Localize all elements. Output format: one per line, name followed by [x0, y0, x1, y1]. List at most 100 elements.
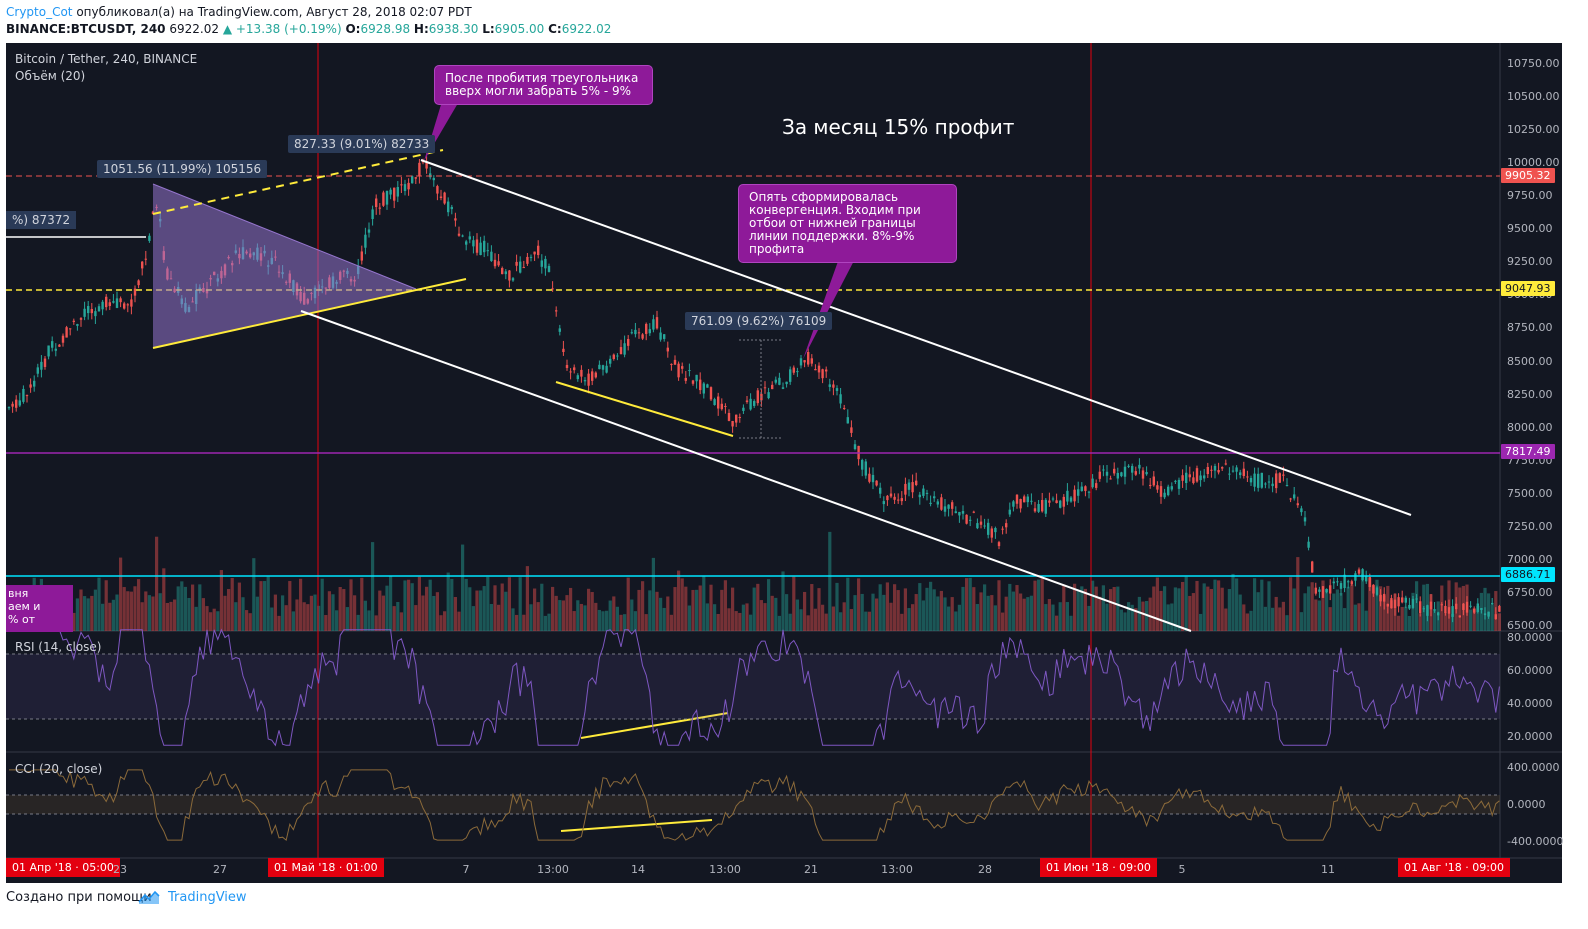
candle-body: [688, 370, 691, 372]
cci-divergence-line[interactable]: [560, 819, 713, 832]
volume-bar: [79, 589, 83, 631]
price-axis-label: 9250.00: [1507, 255, 1553, 269]
tradingview-link[interactable]: TradingView: [168, 890, 247, 905]
volume-bar: [1397, 615, 1401, 631]
volume-bar: [169, 601, 173, 631]
volume-bar: [842, 602, 846, 631]
volume-bar: [1368, 578, 1372, 631]
local-support-line[interactable]: [555, 381, 734, 437]
volume-bar: [1335, 589, 1339, 631]
volume-bar: [1458, 587, 1462, 631]
candle-body: [432, 178, 435, 181]
volume-bar: [410, 583, 414, 631]
volume-bar: [1274, 596, 1278, 631]
volume-bar: [821, 604, 825, 631]
volume-bar: [245, 610, 249, 631]
volume-bar: [468, 587, 472, 631]
candle-body: [1005, 523, 1008, 528]
channel-lower-line[interactable]: [300, 310, 1192, 632]
volume-bar: [626, 577, 630, 631]
volume-bar: [331, 594, 335, 631]
candle-body: [101, 301, 104, 310]
volume-bar: [158, 593, 162, 631]
candle-body: [61, 335, 65, 343]
triangle-pattern[interactable]: [153, 184, 416, 348]
volume-bar: [403, 580, 407, 631]
volume-bar: [687, 605, 691, 631]
volume-bar: [947, 606, 951, 631]
chart-canvas[interactable]: [6, 43, 1562, 883]
callout-convergence[interactable]: Опять сформировалась конвергенция. Входи…: [738, 184, 957, 263]
price-axis-label: 8000.00: [1507, 420, 1553, 434]
symbol-label[interactable]: BINANCE:BTCUSDT, 240: [6, 22, 166, 36]
volume-bar: [900, 613, 904, 631]
volume-bar: [1033, 580, 1037, 631]
volume-bar: [968, 577, 972, 631]
volume-bar: [1472, 608, 1476, 631]
measure-label-1[interactable]: 1051.56 (11.99%) 105156: [97, 160, 268, 178]
candle-body: [1217, 470, 1220, 473]
candle-body: [393, 187, 396, 201]
volume-bar: [799, 609, 803, 631]
volume-bar: [1105, 603, 1109, 631]
volume-bar: [1364, 610, 1368, 631]
volume-bar: [119, 557, 123, 631]
triangle-breakout-line[interactable]: [152, 149, 444, 215]
candle-body: [1336, 581, 1339, 583]
candle-body: [1393, 599, 1397, 609]
candle-body: [1145, 472, 1148, 475]
volume-legend[interactable]: Объём (20): [15, 69, 86, 83]
volume-bar: [817, 588, 821, 631]
candle-body: [943, 506, 947, 512]
candle-body: [979, 521, 983, 525]
monthly-profit-text[interactable]: За месяц 15% профит: [782, 115, 1015, 139]
channel-upper-line[interactable]: [420, 159, 1412, 516]
candle-body: [511, 278, 515, 281]
volume-bar: [605, 610, 609, 631]
cci-legend[interactable]: CCI (20, close): [15, 762, 103, 776]
measure-label-2[interactable]: 827.33 (9.01%) 82733: [288, 135, 436, 153]
volume-bar: [255, 596, 259, 631]
main-legend[interactable]: Bitcoin / Tether, 240, BINANCE: [15, 52, 198, 66]
volume-bar: [1285, 615, 1289, 631]
volume-bar: [846, 577, 850, 631]
candle-body: [555, 310, 558, 312]
candle-body: [803, 360, 806, 363]
candle-body: [465, 241, 468, 245]
volume-bar: [972, 587, 976, 631]
measure-label-left[interactable]: %) 87372: [6, 211, 77, 229]
candle-body: [616, 355, 619, 357]
candle-body: [655, 317, 659, 329]
rsi-divergence-line[interactable]: [580, 712, 729, 739]
candle-body: [148, 235, 151, 241]
chart-area[interactable]: Bitcoin / Tether, 240, BINANCE Объём (20…: [6, 43, 1563, 883]
candle-body: [371, 209, 374, 220]
candle-body: [717, 396, 720, 409]
candle-body: [533, 251, 536, 255]
candle-body: [490, 251, 493, 262]
candle-body: [724, 405, 727, 407]
triangle-upper-edge[interactable]: [152, 183, 417, 290]
rsi-legend[interactable]: RSI (14, close): [15, 640, 102, 654]
candle-body: [486, 250, 489, 252]
candle-body: [407, 182, 410, 190]
volume-bar: [86, 598, 90, 631]
volume-bar: [83, 596, 87, 631]
candle-body: [785, 381, 788, 385]
volume-bar: [147, 595, 151, 631]
volume-bar: [1321, 580, 1325, 631]
volume-bar: [486, 576, 490, 631]
candle-body: [1491, 602, 1494, 605]
candle-body: [969, 519, 972, 521]
candle-body: [1361, 569, 1364, 581]
measure-label-3[interactable]: 761.09 (9.62%) 76109: [685, 312, 833, 330]
callout-triangle-breakout[interactable]: После пробития треугольника вверх могли …: [434, 65, 653, 105]
volume-bar: [191, 584, 195, 631]
volume-bar: [561, 600, 565, 631]
candle-body: [364, 234, 367, 248]
candle-body: [1073, 489, 1076, 502]
clipped-callout[interactable]: вня аем и % от: [6, 585, 73, 632]
author-link[interactable]: Crypto_Cot: [6, 5, 73, 19]
tradingview-logo-icon[interactable]: [138, 889, 160, 905]
volume-bar: [1281, 601, 1285, 631]
